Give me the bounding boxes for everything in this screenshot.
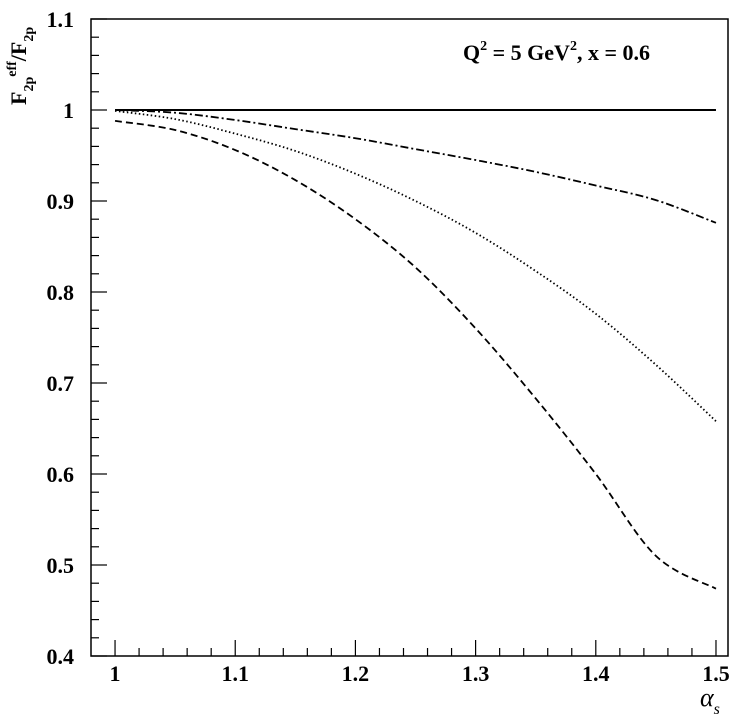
- y-axis-label-den-base: F: [6, 42, 31, 55]
- x-axis-label-base: α: [700, 683, 715, 712]
- y-tick-label: 1.1: [47, 7, 75, 32]
- y-axis-label-num-sub: 2p: [22, 77, 37, 92]
- y-axis-label-den-sub: 2p: [22, 27, 37, 42]
- y-tick-label: 0.5: [47, 553, 75, 578]
- annotation-mid: = 5 GeV: [487, 40, 570, 65]
- annotation-gev-exp: 2: [570, 39, 577, 54]
- y-axis-label-slash: /: [6, 54, 31, 62]
- x-tick-label: 1: [110, 661, 121, 686]
- tick-labels: 1 1.1 1.2 1.3 1.4 1.5 0.4 0.5 0.6 0.7 0.8 0.9 1 1.1: [47, 7, 730, 686]
- y-tick-label: 0.6: [47, 462, 75, 487]
- x-tick-label: 1.5: [702, 661, 730, 686]
- y-axis-label: F2peff/F2p: [5, 27, 37, 105]
- y-tick-label: 1: [63, 98, 74, 123]
- annotation: Q2 = 5 GeV2, x = 0.6: [463, 39, 650, 65]
- x-tick-label: 1.2: [342, 661, 370, 686]
- y-tick-label: 0.8: [47, 280, 75, 305]
- annotation-tail: , x = 0.6: [577, 40, 650, 65]
- x-tick-label: 1.4: [582, 661, 610, 686]
- y-tick-label: 0.4: [47, 644, 75, 669]
- x-axis-label-sub: s: [714, 701, 720, 718]
- x-axis-label: αs: [700, 683, 720, 718]
- y-axis-label-num-base: F: [6, 92, 31, 105]
- axis-ticks: [91, 18, 717, 657]
- x-tick-label: 1.1: [221, 661, 249, 686]
- x-tick-label: 1.3: [462, 661, 490, 686]
- series-dashed-line: [114, 120, 717, 590]
- plot-frame: [90, 18, 729, 657]
- annotation-q: Q: [463, 40, 480, 65]
- y-tick-label: 0.7: [47, 371, 75, 396]
- y-tick-label: 0.9: [47, 189, 75, 214]
- y-axis-label-num-sup: eff: [5, 61, 20, 77]
- annotation-q-exp: 2: [480, 39, 487, 54]
- series-lines: [114, 109, 717, 590]
